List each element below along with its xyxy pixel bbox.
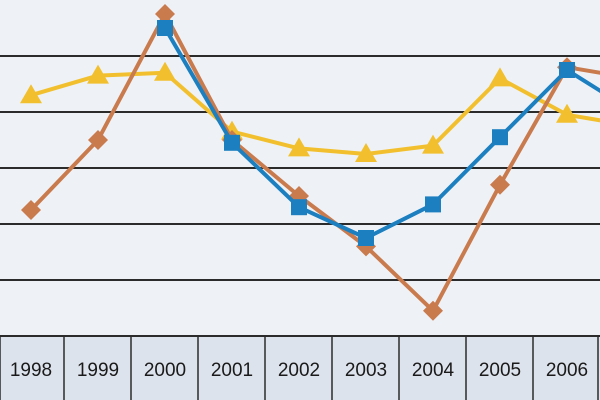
data-point-square [224, 134, 240, 151]
x-tick-label: 1998 [10, 360, 52, 381]
data-point-triangle [556, 103, 578, 123]
series-square [157, 20, 600, 246]
data-point-diamond [155, 4, 175, 24]
x-tick-label: 2006 [546, 360, 588, 381]
x-axis-table: 1998 1999 2000 2001 2002 2003 2004 2005 2006 [0, 335, 600, 400]
series-layer [20, 4, 600, 321]
data-point-diamond [88, 130, 108, 150]
data-point-triangle [422, 134, 444, 154]
data-point-triangle [355, 143, 377, 162]
gridlines [0, 55, 600, 281]
data-point-square [425, 196, 441, 213]
x-axis-band [0, 336, 600, 400]
x-tick-label: 2001 [211, 360, 253, 381]
x-tick-label: 2005 [479, 360, 521, 381]
x-tick-label: 2002 [278, 360, 320, 381]
data-point-diamond [423, 300, 443, 321]
data-point-triangle [288, 137, 310, 157]
data-point-square [559, 62, 575, 78]
data-point-square [492, 129, 508, 146]
x-tick-label: 2000 [144, 360, 186, 381]
data-point-diamond [490, 174, 510, 195]
data-point-square [291, 199, 307, 216]
data-point-triangle [154, 61, 176, 81]
data-point-square [358, 230, 374, 246]
data-point-triangle [87, 64, 109, 84]
x-tick-label: 1999 [77, 360, 119, 381]
series-line [163, 26, 600, 240]
data-point-square [157, 20, 173, 36]
data-point-triangle [489, 67, 511, 87]
data-point-triangle [20, 84, 42, 104]
x-tick-label: 2004 [412, 360, 455, 381]
data-point-diamond [21, 200, 41, 220]
x-tick-label: 2003 [345, 360, 387, 381]
